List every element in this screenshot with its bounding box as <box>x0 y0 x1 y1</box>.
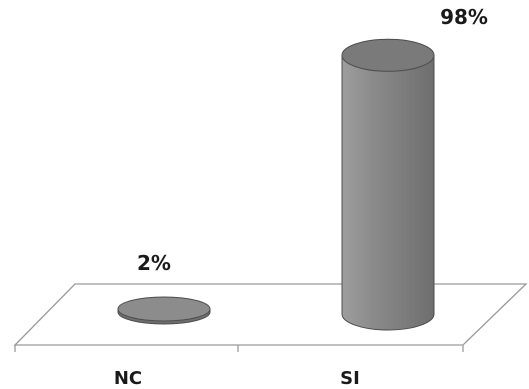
chart-floor <box>13 283 528 352</box>
bar-top <box>117 296 211 322</box>
bar-nc <box>117 296 211 325</box>
bar-si <box>341 38 435 331</box>
bar-body <box>341 54 435 331</box>
floor-plane <box>13 283 528 346</box>
bar-top <box>341 38 435 72</box>
bars-group <box>117 38 435 331</box>
data-label: 2% <box>137 251 171 275</box>
data-label: 98% <box>440 5 488 29</box>
category-label: SI <box>340 368 360 389</box>
labels-group: 2% NC 98% SI <box>114 5 488 389</box>
category-label: NC <box>114 368 142 389</box>
